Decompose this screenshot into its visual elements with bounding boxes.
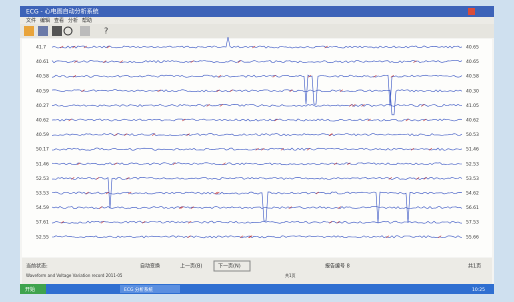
- window-title: ECG - 心电图自动分析系统: [26, 8, 99, 16]
- tool-button[interactable]: [38, 26, 48, 36]
- taskbar: [20, 284, 494, 294]
- right-channel-label: 40.58: [466, 74, 479, 80]
- right-channel-label: 57.53: [466, 220, 479, 226]
- menu-item[interactable]: 文件: [26, 17, 36, 24]
- right-channel-label: 52.53: [466, 161, 479, 167]
- right-channel-label: 40.65: [466, 59, 479, 65]
- screen: ECG - 心电图自动分析系统 文件 编辑 查看 分析 帮助 ? 41.7 40.…: [0, 0, 514, 298]
- right-channel-label: 53.53: [466, 176, 479, 182]
- status-text: Waveform and Voltage Variation record 20…: [26, 273, 123, 278]
- left-channel-label: 40.58: [36, 74, 49, 80]
- left-channel-label: 51.46: [36, 161, 49, 167]
- left-channel-label: 50.17: [36, 147, 49, 153]
- right-channel-label: 40.30: [466, 88, 479, 94]
- auto-button[interactable]: 自动变换: [140, 263, 160, 270]
- left-channel-label: 54.59: [36, 205, 49, 211]
- toolbar: [20, 24, 494, 38]
- left-channel-label: 53.53: [36, 191, 49, 197]
- menu-item[interactable]: 编辑: [40, 17, 50, 24]
- menu-item[interactable]: 分析: [68, 17, 78, 24]
- menu-item[interactable]: 查看: [54, 17, 64, 24]
- right-channel-label: 41.05: [466, 103, 479, 109]
- prev-button[interactable]: 上一页(B): [180, 263, 202, 270]
- tool-button[interactable]: ?: [104, 27, 108, 36]
- left-channel-label: 52.55: [36, 234, 49, 240]
- chart-area: [22, 39, 492, 257]
- status-label: 当前状态:: [26, 263, 48, 270]
- right-channel-label: 40.65: [466, 45, 479, 51]
- left-channel-label: 40.61: [36, 59, 49, 65]
- left-channel-label: 57.61: [36, 220, 49, 226]
- left-channel-label: 40.27: [36, 103, 49, 109]
- clock: 10:25: [472, 287, 485, 293]
- tool-button[interactable]: [52, 26, 62, 36]
- close-button[interactable]: [468, 8, 475, 15]
- right-channel-label: 54.62: [466, 191, 479, 197]
- right-channel-label: 56.61: [466, 205, 479, 211]
- right-channel-label: 40.62: [466, 118, 479, 124]
- start-label[interactable]: 开始: [25, 286, 35, 293]
- left-channel-label: 41.7: [36, 45, 46, 51]
- tool-button[interactable]: [80, 26, 90, 36]
- task-label[interactable]: ECG 分析系统: [124, 286, 153, 293]
- next-button[interactable]: 下一页(N): [218, 264, 241, 270]
- report-number: 报告编号 8: [325, 263, 350, 270]
- status-panel: [22, 258, 492, 284]
- right-channel-label: 55.66: [466, 234, 479, 240]
- left-channel-label: 40.59: [36, 132, 49, 138]
- page: ECG - 心电图自动分析系统 文件 编辑 查看 分析 帮助 ? 41.7 40.…: [0, 0, 514, 298]
- right-channel-label: 51.46: [466, 147, 479, 153]
- left-channel-label: 40.59: [36, 88, 49, 94]
- right-info: 共1页: [468, 263, 481, 270]
- tool-button[interactable]: [24, 26, 34, 36]
- right-channel-label: 50.53: [466, 132, 479, 138]
- page-info: 共1页: [285, 272, 296, 278]
- left-channel-label: 40.62: [36, 118, 49, 124]
- menu-item[interactable]: 帮助: [82, 17, 92, 24]
- menu: 文件 编辑 查看 分析 帮助: [26, 17, 92, 24]
- left-channel-label: 52.53: [36, 176, 49, 182]
